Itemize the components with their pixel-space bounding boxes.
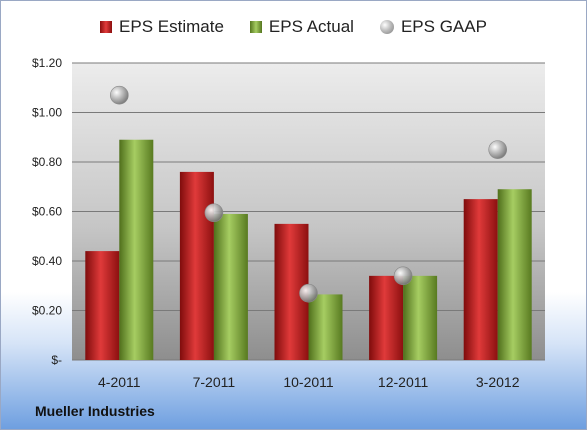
y-tick-label: $0.40 (32, 254, 62, 268)
gaap-markers (110, 85, 508, 303)
legend-label-eps-actual: EPS Actual (268, 17, 354, 36)
eps-estimate-bar (179, 171, 214, 360)
eps-actual-bar (119, 139, 154, 360)
y-tick-label: $0.20 (32, 304, 62, 318)
x-tick-label: 3-2012 (476, 374, 520, 390)
y-tick-label: $0.80 (32, 155, 62, 169)
bars (85, 139, 532, 360)
legend-item-eps-actual: EPS Actual (249, 17, 354, 37)
eps-estimate-bar (463, 199, 498, 360)
x-tick-label: 12-2011 (378, 374, 429, 390)
legend-swatch-eps-estimate (100, 21, 113, 33)
y-axis-ticks: $- $0.20 $0.40 $0.60 $0.80 $1.00 $1.20 (32, 56, 62, 367)
legend-swatch-eps-actual (249, 21, 262, 33)
eps-gaap-marker (488, 140, 508, 159)
eps-estimate-bar (369, 275, 404, 360)
x-tick-label: 4-2011 (98, 374, 141, 390)
legend-swatch-eps-gaap (379, 20, 394, 34)
eps-actual-bar (213, 213, 248, 360)
y-tick-label: $1.20 (32, 56, 62, 70)
legend-label-eps-gaap: EPS GAAP (400, 17, 487, 36)
eps-estimate-bar (85, 251, 120, 360)
legend: EPS Estimate EPS Actual EPS GAAP (1, 17, 586, 37)
eps-actual-bar (308, 294, 343, 360)
legend-item-eps-estimate: EPS Estimate (100, 17, 224, 37)
eps-gaap-marker (204, 203, 224, 223)
eps-actual-bar (497, 189, 532, 360)
eps-gaap-marker (393, 266, 413, 286)
legend-label-eps-estimate: EPS Estimate (119, 17, 224, 36)
eps-gaap-marker (299, 283, 318, 303)
eps-actual-bar (403, 275, 438, 360)
x-tick-label: 10-2011 (283, 374, 334, 390)
x-tick-label: 7-2011 (193, 374, 236, 390)
x-axis-labels: 4-2011 7-2011 10-2011 12-2011 3-2012 (98, 374, 520, 390)
legend-item-eps-gaap: EPS GAAP (379, 17, 487, 37)
y-tick-label: $0.60 (32, 205, 62, 219)
eps-gaap-marker (110, 85, 129, 105)
company-name: Mueller Industries (35, 403, 155, 419)
y-tick-label: $- (51, 353, 62, 367)
y-tick-label: $1.00 (32, 106, 62, 120)
